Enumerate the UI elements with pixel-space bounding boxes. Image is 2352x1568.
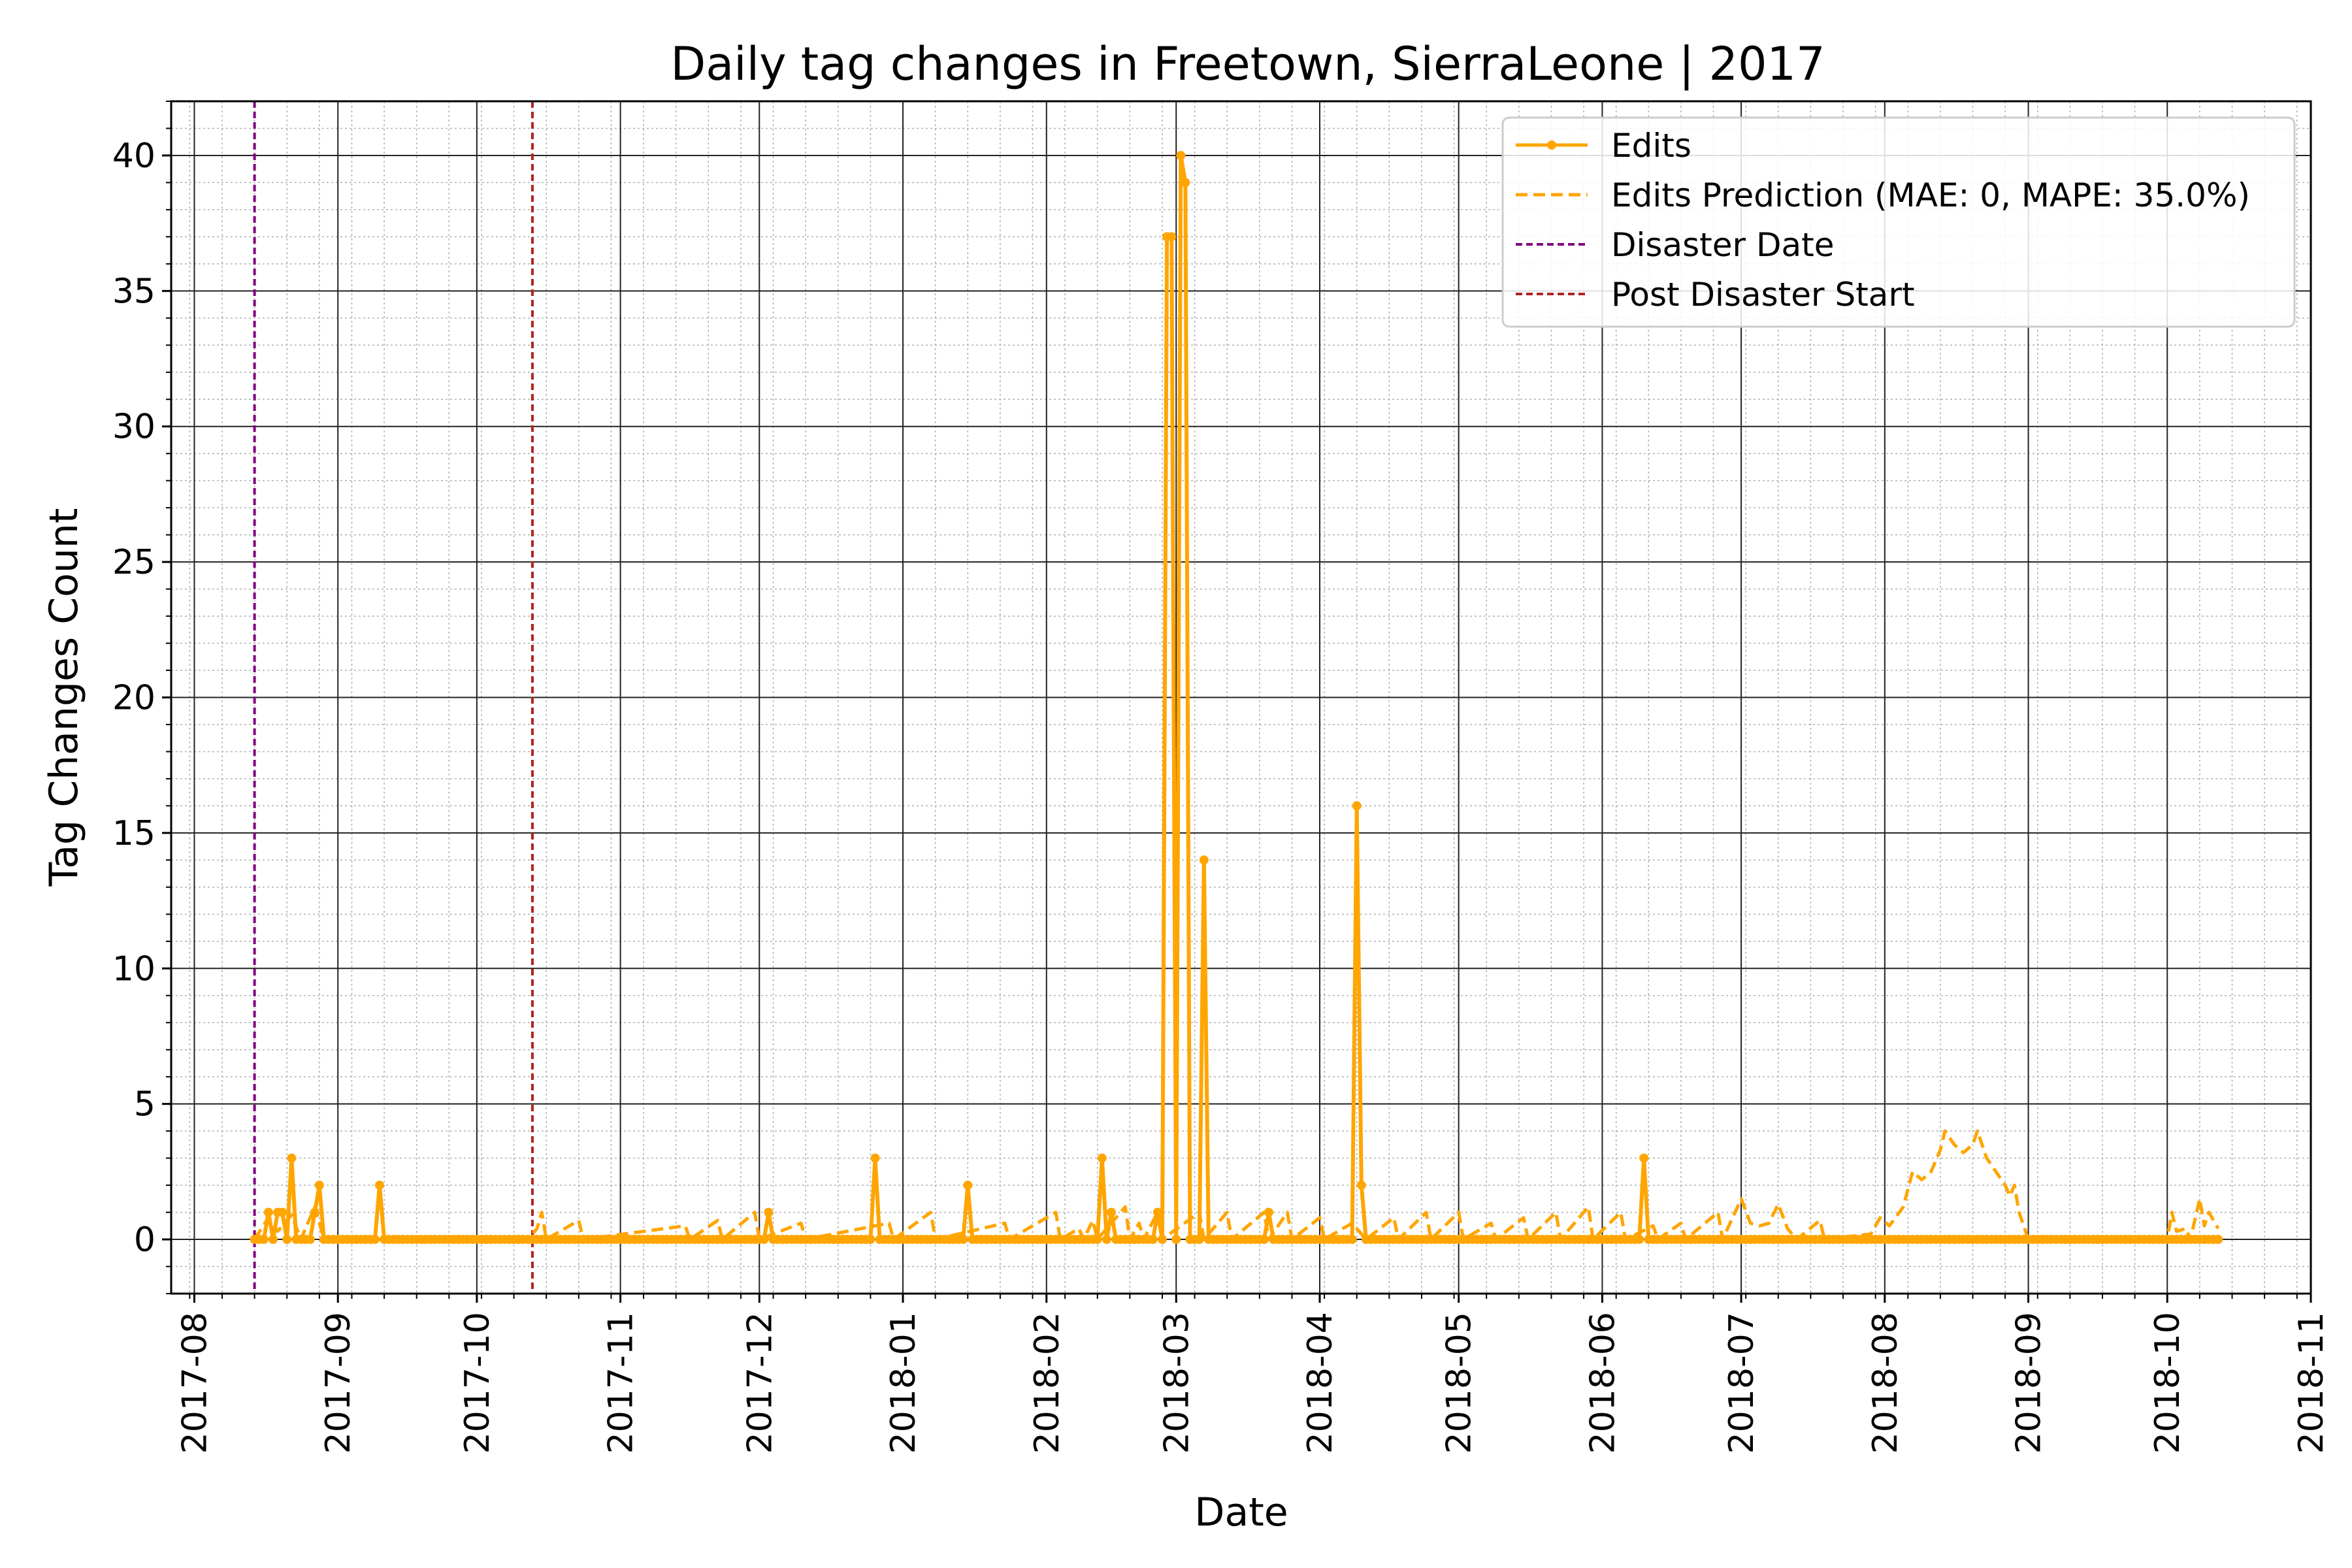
edits-point [1107,1207,1116,1217]
edits-point [278,1207,287,1217]
x-tick-label: 2017-12 [740,1312,779,1454]
edits-point [1194,1235,1204,1244]
edits-point [1635,1235,1644,1244]
x-tick-label: 2018-05 [1440,1312,1479,1454]
x-tick-label: 2017-09 [319,1312,358,1454]
edits-point [1158,1235,1167,1244]
edits-point [958,1235,968,1244]
edits-point [1639,1153,1649,1163]
edits-point [2213,1235,2223,1244]
x-tick-label: 2018-01 [884,1312,923,1454]
edits-point [1356,1181,1366,1190]
y-tick-label: 20 [112,679,155,718]
x-tick-label: 2018-07 [1722,1312,1761,1454]
edits-point [282,1235,292,1244]
legend-label-disaster-date: Disaster Date [1611,226,1834,264]
edits-point [310,1207,319,1217]
x-axis: 2017-08 2017-09 2017-10 2017-11 2017-12 2018-… [175,1294,2331,1454]
y-tick-label: 10 [112,949,155,988]
x-tick-label: 2018-08 [1866,1312,1905,1454]
edits-point [1092,1235,1102,1244]
edits-point [1181,178,1190,188]
edits-point [1171,1235,1181,1244]
edits-point [1167,232,1177,242]
edits-point [305,1235,315,1244]
edits-point [370,1235,380,1244]
edits-point [259,1235,269,1244]
y-tick-label: 5 [134,1085,155,1124]
edits-point [963,1181,973,1190]
reference-lines [253,101,534,1294]
legend-label-post-disaster: Post Disaster Start [1611,276,1915,314]
y-tick-label: 25 [112,543,155,582]
x-tick-label: 2018-11 [2292,1312,2331,1454]
edits-point [1102,1235,1111,1244]
x-tick-label: 2018-03 [1157,1312,1196,1454]
legend-box [1501,116,2296,328]
edits-point [263,1207,273,1217]
edits-point [870,1153,880,1163]
edits-point [1152,1207,1162,1217]
x-tick-label: 2017-10 [458,1312,497,1454]
y-tick-label: 30 [112,408,155,447]
edits-point [1352,801,1362,811]
x-tick-label: 2017-08 [175,1312,214,1454]
chart-title: Daily tag changes in Freetown, SierraLeo… [670,37,1825,91]
edits-point [1259,1235,1269,1244]
y-tick-label: 35 [112,272,155,311]
edits-point [1176,151,1186,160]
edits-point [1347,1235,1357,1244]
x-tick-label: 2018-02 [1028,1312,1067,1454]
edits-point [1264,1207,1273,1217]
edits-point [269,1235,278,1244]
x-tick-label: 2018-10 [2148,1312,2187,1454]
x-tick-label: 2017-11 [602,1312,641,1454]
x-tick-label: 2018-09 [2010,1312,2049,1454]
edits-point [314,1181,324,1190]
y-axis: 0 5 10 15 20 25 30 35 40 [112,101,171,1294]
edits-point [1148,1235,1158,1244]
edits-point [375,1181,384,1190]
edits-point [764,1207,774,1217]
x-axis-label: Date [1194,1490,1288,1535]
series-layer [250,151,2223,1244]
legend-marker-edits [1547,140,1556,150]
y-axis-label: Tag Changes Count [41,508,87,887]
x-tick-label: 2018-04 [1301,1312,1340,1454]
edits-point [866,1235,875,1244]
legend-label-edits: Edits [1611,127,1691,165]
edits-point [759,1235,769,1244]
edits-point [287,1153,297,1163]
edits-point [1097,1153,1107,1163]
legend-label-prediction: Edits Prediction (MAE: 0, MAPE: 35.0%) [1611,176,2250,214]
x-tick-label: 2018-06 [1583,1312,1622,1454]
y-tick-label: 15 [112,814,155,853]
y-tick-label: 0 [134,1220,155,1260]
y-tick-label: 40 [112,137,155,176]
edits-point [1199,855,1209,865]
legend: Edits Edits Prediction (MAE: 0, MAPE: 35… [1501,116,2296,328]
